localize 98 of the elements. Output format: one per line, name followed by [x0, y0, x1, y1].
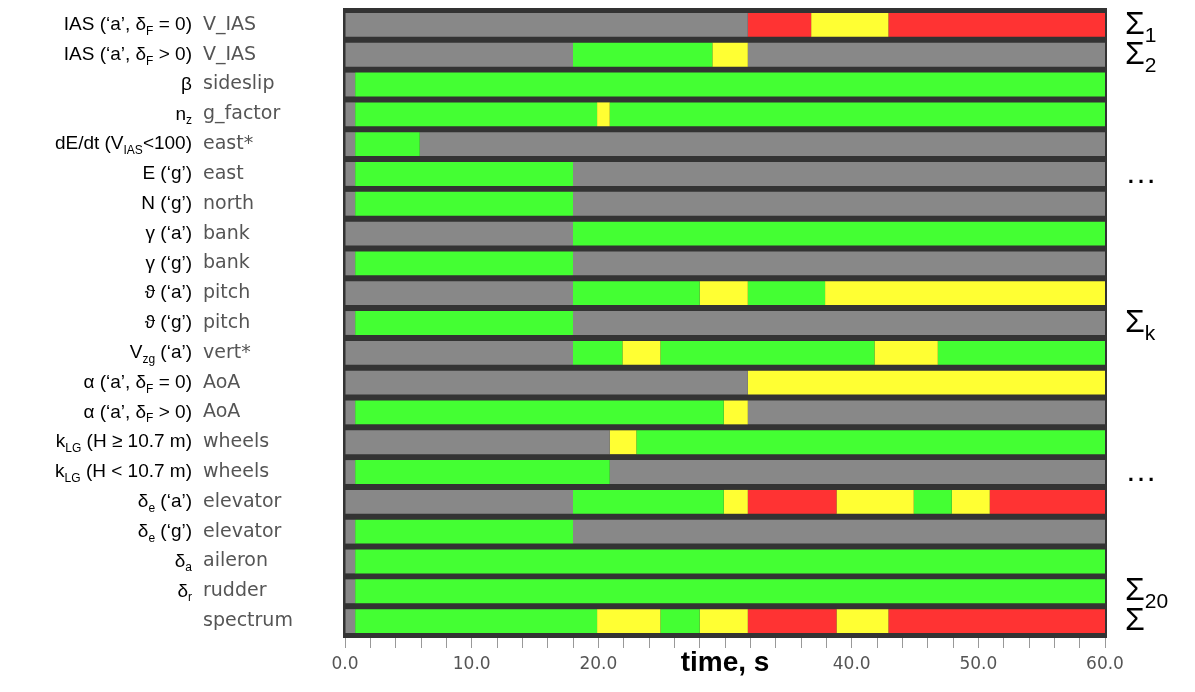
bar: [836, 609, 889, 634]
bar: [345, 311, 356, 335]
bar: [723, 400, 748, 425]
bar: [699, 281, 748, 306]
bar: [355, 132, 420, 157]
bar: [355, 72, 1105, 97]
bar: [355, 162, 573, 186]
bar: [723, 489, 748, 514]
y-tick-label: elevator: [203, 488, 282, 511]
bar: [699, 609, 748, 634]
bar: [345, 430, 610, 455]
y-tick-label: sideslip: [203, 71, 275, 94]
y-tick-label: east*: [203, 131, 254, 154]
bar: [345, 400, 356, 425]
bar: [951, 489, 990, 514]
bar: [355, 311, 573, 335]
y-tick-label: rudder: [203, 578, 267, 601]
category-label: ϑ (‘g’): [144, 311, 193, 333]
bar: [355, 609, 598, 634]
y-tick-label: east: [203, 160, 244, 183]
bar: [660, 609, 700, 634]
bar: [609, 102, 1105, 127]
bar: [355, 251, 573, 276]
y-tick-label: vert*: [203, 339, 251, 362]
bar: [573, 281, 700, 306]
y-tick-label: bank: [203, 220, 250, 243]
bar: [355, 400, 724, 425]
category-label: γ (‘g’): [145, 251, 193, 273]
bar: [573, 221, 1105, 246]
bar: [355, 102, 598, 127]
category-label: N (‘g’): [141, 192, 193, 213]
y2-tick-label: …: [1125, 153, 1157, 190]
bar: [345, 460, 356, 484]
y-tick-label: AoA: [203, 369, 241, 392]
bar: [345, 251, 356, 276]
bar: [345, 579, 356, 604]
bar: [747, 281, 826, 306]
bar: [573, 340, 623, 365]
bar: [345, 340, 573, 365]
bar: [345, 72, 356, 97]
y-tick-label: AoA: [203, 399, 241, 422]
bar: [622, 340, 661, 365]
bar: [937, 340, 1105, 365]
y2-tick-label: …: [1125, 451, 1157, 488]
bar: [355, 579, 1105, 604]
bar: [345, 549, 356, 574]
bar: [345, 42, 573, 67]
bar: [355, 460, 610, 484]
y-tick-label: g_factor: [203, 101, 281, 125]
bar: [345, 609, 356, 634]
bar: [811, 12, 889, 37]
x-tick-label: 50.0: [959, 652, 998, 673]
bar: [345, 519, 356, 544]
x-tick-label: 40.0: [832, 652, 871, 673]
bar: [355, 519, 573, 544]
bar: [825, 281, 1105, 306]
bar: [345, 489, 573, 514]
bar: [345, 132, 356, 157]
bar: [597, 609, 661, 634]
bar: [345, 12, 748, 37]
bar: [345, 221, 573, 246]
y-tick-label: elevator: [203, 518, 282, 541]
bar: [989, 489, 1105, 514]
category-label: β: [181, 72, 193, 94]
x-tick-label: 60.0: [1086, 652, 1124, 673]
x-tick-label: 20.0: [579, 652, 618, 673]
bar: [345, 102, 356, 127]
bar: [888, 609, 1105, 634]
bar: [913, 489, 952, 514]
y-tick-label: pitch: [203, 280, 251, 303]
bar: [836, 489, 914, 514]
category-label: γ (‘a’): [145, 221, 193, 243]
y-tick-label: north: [203, 190, 254, 213]
bar: [345, 162, 356, 186]
y-tick-label: pitch: [203, 309, 251, 332]
y-tick-label: bank: [203, 250, 250, 273]
bar: [573, 42, 713, 67]
y-tick-label: V_IAS: [203, 41, 257, 65]
bar: [874, 340, 938, 365]
bar: [355, 549, 1105, 574]
bar: [597, 102, 610, 127]
bar: [345, 281, 573, 306]
bar: [573, 489, 724, 514]
bar: [660, 340, 875, 365]
y-tick-label: spectrum: [203, 608, 293, 631]
y-tick-label: aileron: [203, 548, 268, 571]
bar: [355, 191, 573, 216]
x-tick-label: 10.0: [452, 652, 491, 673]
y-tick-label: wheels: [203, 429, 270, 452]
bar: [712, 42, 748, 67]
category-label: E (‘g’): [142, 162, 193, 184]
bar: [345, 370, 748, 395]
category-label: ϑ (‘a’): [144, 281, 193, 303]
bar: [345, 191, 356, 216]
y-tick-label: V_IAS: [203, 11, 257, 35]
y-tick-label: wheels: [203, 458, 270, 481]
x-axis-title: time, s: [680, 645, 770, 677]
x-tick-label: 0.0: [331, 652, 359, 673]
